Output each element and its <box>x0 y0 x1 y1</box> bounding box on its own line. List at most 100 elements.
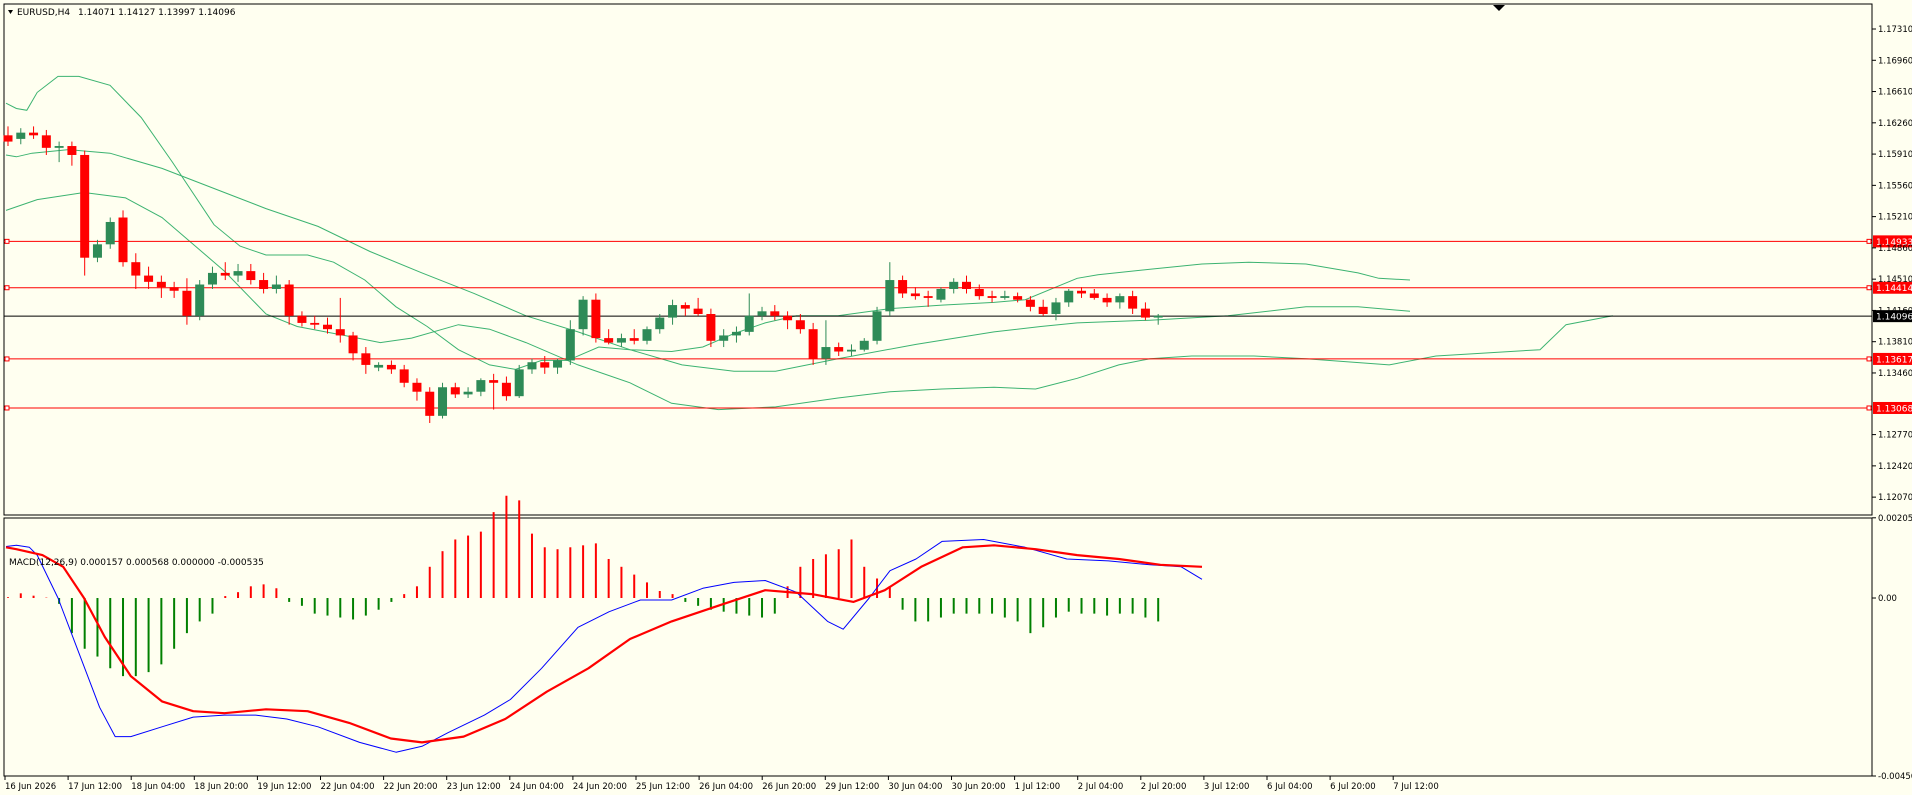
price-axis-label: 1.12770 <box>1878 431 1912 441</box>
candle-body <box>923 296 933 298</box>
price-axis-label: 1.16960 <box>1878 56 1912 66</box>
level-anchor-left[interactable] <box>4 356 10 362</box>
candle-body <box>898 280 908 294</box>
time-axis-label: 18 Jun 04:00 <box>131 782 185 792</box>
pane-frames <box>3 3 1873 777</box>
level-price-tag <box>1873 352 1912 365</box>
candlesticks <box>3 126 1163 423</box>
candle-body <box>92 244 102 258</box>
candle-body <box>54 146 64 148</box>
price-axis-label: 1.16260 <box>1878 119 1912 129</box>
candle-body <box>195 284 205 316</box>
level-anchor-right[interactable] <box>1866 405 1872 411</box>
candle-body <box>1140 308 1150 318</box>
level-anchor-right[interactable] <box>1866 285 1872 291</box>
level-price-tag-text: 1.13068 <box>1876 404 1912 414</box>
time-axis-label: 3 Jul 12:00 <box>1204 782 1250 792</box>
time-axis-label: 26 Jun 04:00 <box>699 782 753 792</box>
candle-body <box>821 347 831 359</box>
candle-body <box>450 387 460 395</box>
candle-body <box>29 132 39 136</box>
price-axis-label: 1.15560 <box>1878 181 1912 191</box>
candle-body <box>3 135 13 142</box>
time-axis-label: 6 Jul 04:00 <box>1267 782 1313 792</box>
level-anchor-left[interactable] <box>4 405 10 411</box>
time-axis-label: 6 Jul 20:00 <box>1330 782 1376 792</box>
candle-body <box>1089 293 1099 298</box>
time-axis-label: 22 Jun 04:00 <box>321 782 375 792</box>
level-anchor-right[interactable] <box>1866 238 1872 244</box>
candle-body <box>80 154 90 258</box>
horizontal-levels[interactable]: 1.14933 1.14414 1.13617 1.13068 1.14096 <box>4 235 1912 414</box>
candle-body <box>105 221 115 245</box>
candle-body <box>1153 315 1163 318</box>
time-axis-label: 1 Jul 12:00 <box>1015 782 1061 792</box>
level-price-tag-text: 1.14414 <box>1876 284 1912 294</box>
level-anchor-left[interactable] <box>4 285 10 291</box>
candle-body <box>910 293 920 297</box>
candle-body <box>1064 290 1074 303</box>
candle-body <box>246 271 256 281</box>
candle-body <box>795 320 805 330</box>
time-axis-label: 7 Jul 12:00 <box>1393 782 1439 792</box>
time-axis-label: 29 Jun 12:00 <box>825 782 879 792</box>
candle-body <box>1000 296 1010 298</box>
candle-body <box>1077 290 1087 294</box>
macd-signal-line <box>5 544 1203 744</box>
level-price-tag <box>1873 235 1912 248</box>
candle-body <box>668 305 678 318</box>
candle-body <box>233 271 243 276</box>
candle-body <box>706 313 716 341</box>
candle-body <box>438 387 448 416</box>
candle-body <box>578 299 588 330</box>
time-axis-label: 19 Jun 12:00 <box>257 782 311 792</box>
macd-pane-frame <box>3 517 1873 777</box>
price-axis-label: 1.14860 <box>1878 244 1912 254</box>
chart-shift-marker-icon[interactable] <box>1493 5 1505 11</box>
candle-body <box>936 288 946 300</box>
candle-body <box>207 272 217 285</box>
price-axis-label: 1.12070 <box>1878 493 1912 503</box>
candle-body <box>514 369 524 397</box>
candle-body <box>399 369 409 383</box>
candle-body <box>987 296 997 298</box>
candle-body <box>271 284 281 289</box>
price-axis-label: 1.12420 <box>1878 462 1912 472</box>
macd-main-line <box>5 539 1203 753</box>
candle-body <box>425 391 435 416</box>
candle-body <box>629 338 639 341</box>
candle-body <box>744 315 754 332</box>
price-axis-label: 1.17310 <box>1878 25 1912 35</box>
candle-body <box>1013 296 1023 300</box>
price-axis-label: 1.15210 <box>1878 213 1912 223</box>
ohlc-readout: 1.14071 1.14127 1.13997 1.14096 <box>78 8 236 18</box>
symbol-menu-icon[interactable] <box>8 10 13 14</box>
candle-body <box>719 335 729 341</box>
candle-body <box>463 391 473 395</box>
candle-body <box>974 288 984 297</box>
candle-body <box>259 280 269 289</box>
candle-body <box>565 329 575 361</box>
candle-body <box>156 281 166 288</box>
time-axis-label: 30 Jun 20:00 <box>952 782 1006 792</box>
level-anchor-right[interactable] <box>1866 356 1872 362</box>
candle-body <box>655 317 665 330</box>
candle-body <box>859 340 869 350</box>
time-axis-label: 24 Jun 04:00 <box>510 782 564 792</box>
candle-body <box>1102 297 1112 303</box>
level-price-tag <box>1873 401 1912 414</box>
candle-body <box>310 322 320 325</box>
level-anchor-left[interactable] <box>4 238 10 244</box>
candle-body <box>361 353 371 365</box>
bollinger-lower-band <box>5 191 1613 411</box>
candle-body <box>949 281 959 289</box>
macd-lines <box>5 539 1203 753</box>
candle-body <box>846 349 856 352</box>
current-price-tag-text: 1.14096 <box>1876 313 1912 323</box>
macd-histogram <box>7 495 1160 677</box>
price-pane-frame <box>3 3 1873 516</box>
level-price-tag-text: 1.13617 <box>1876 355 1912 365</box>
candle-body <box>642 329 652 341</box>
